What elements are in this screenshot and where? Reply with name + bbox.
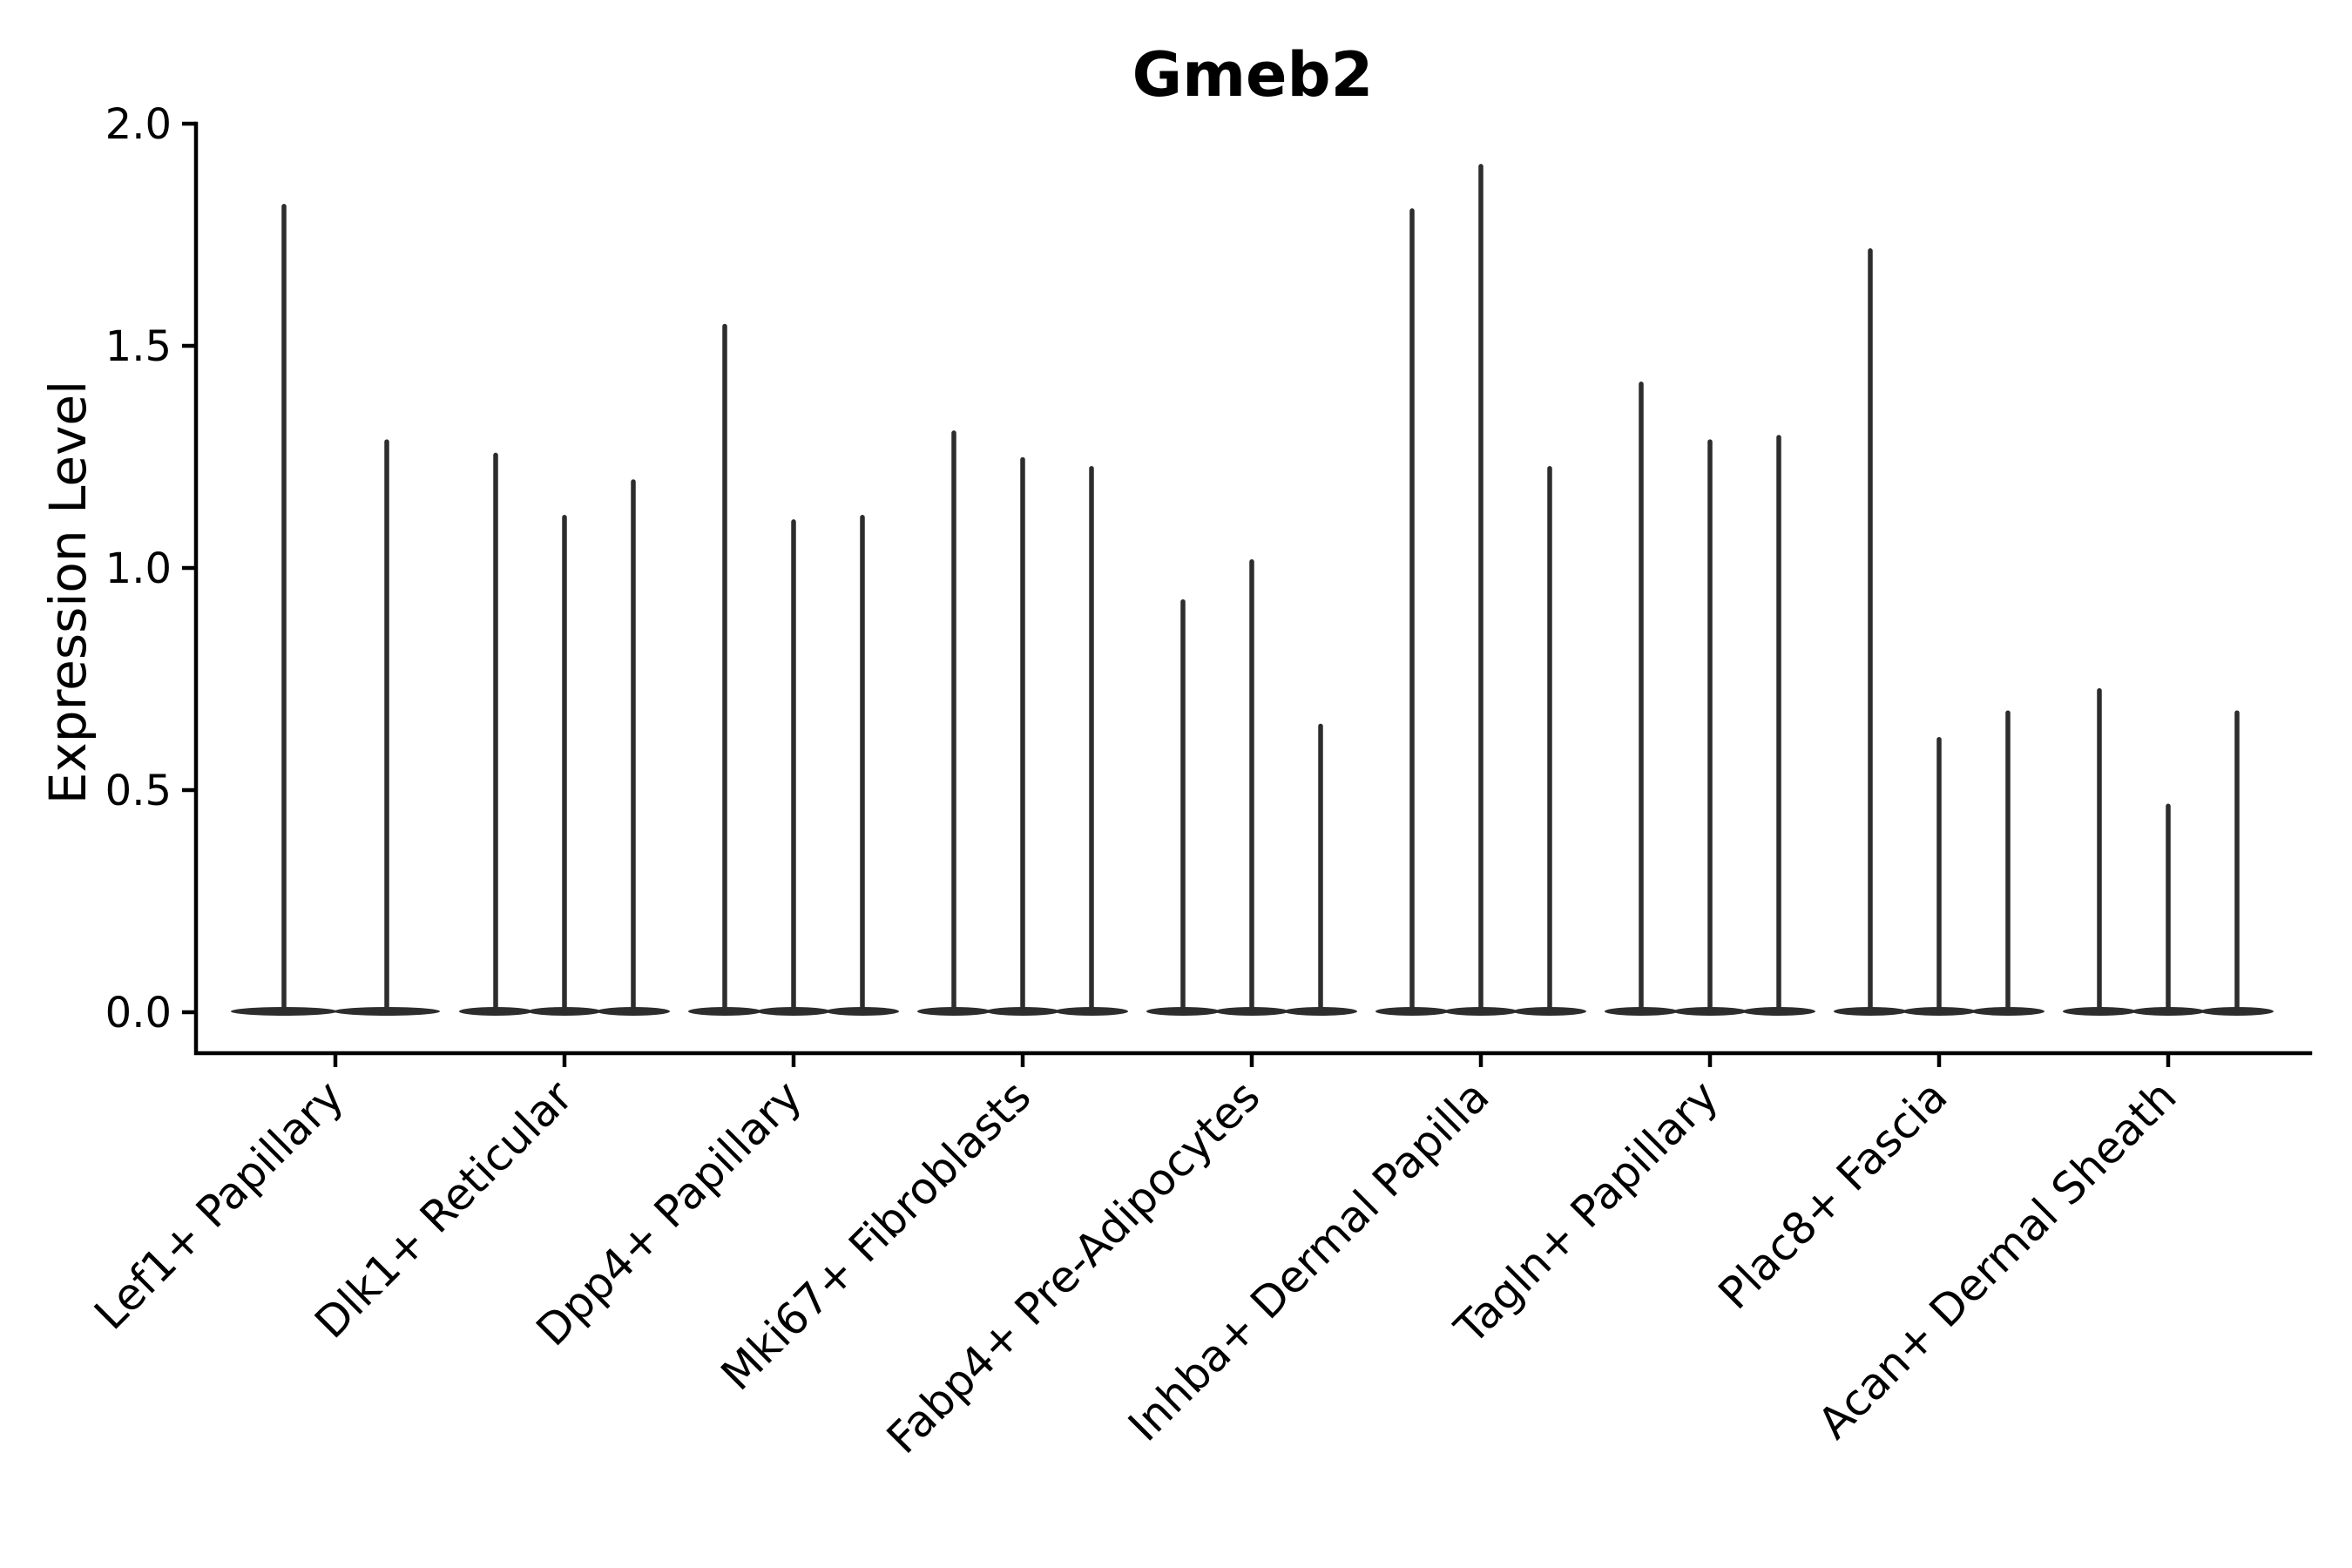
y-tick-label: 0.0 (105, 989, 172, 1037)
y-axis-label: Expression Level (38, 381, 98, 804)
violins (231, 164, 2274, 1016)
y-tick-label: 0.5 (105, 767, 172, 815)
chart-title: Gmeb2 (1132, 39, 1374, 111)
x-tick-label: Lef1+ Papillary (84, 1071, 353, 1339)
y-tick-label: 2.0 (105, 100, 172, 149)
axis-spines (193, 121, 2313, 1056)
y-tick-label: 1.0 (105, 544, 172, 593)
x-tick-label: Plac8+ Fascia (1709, 1071, 1957, 1319)
y-tick-label: 1.5 (105, 322, 172, 371)
axes: 0.0 0.5 1.0 1.5 2.0 (105, 100, 2313, 1067)
x-tick-label: Fabp4+ Pre-Adipocytes (877, 1071, 1270, 1463)
